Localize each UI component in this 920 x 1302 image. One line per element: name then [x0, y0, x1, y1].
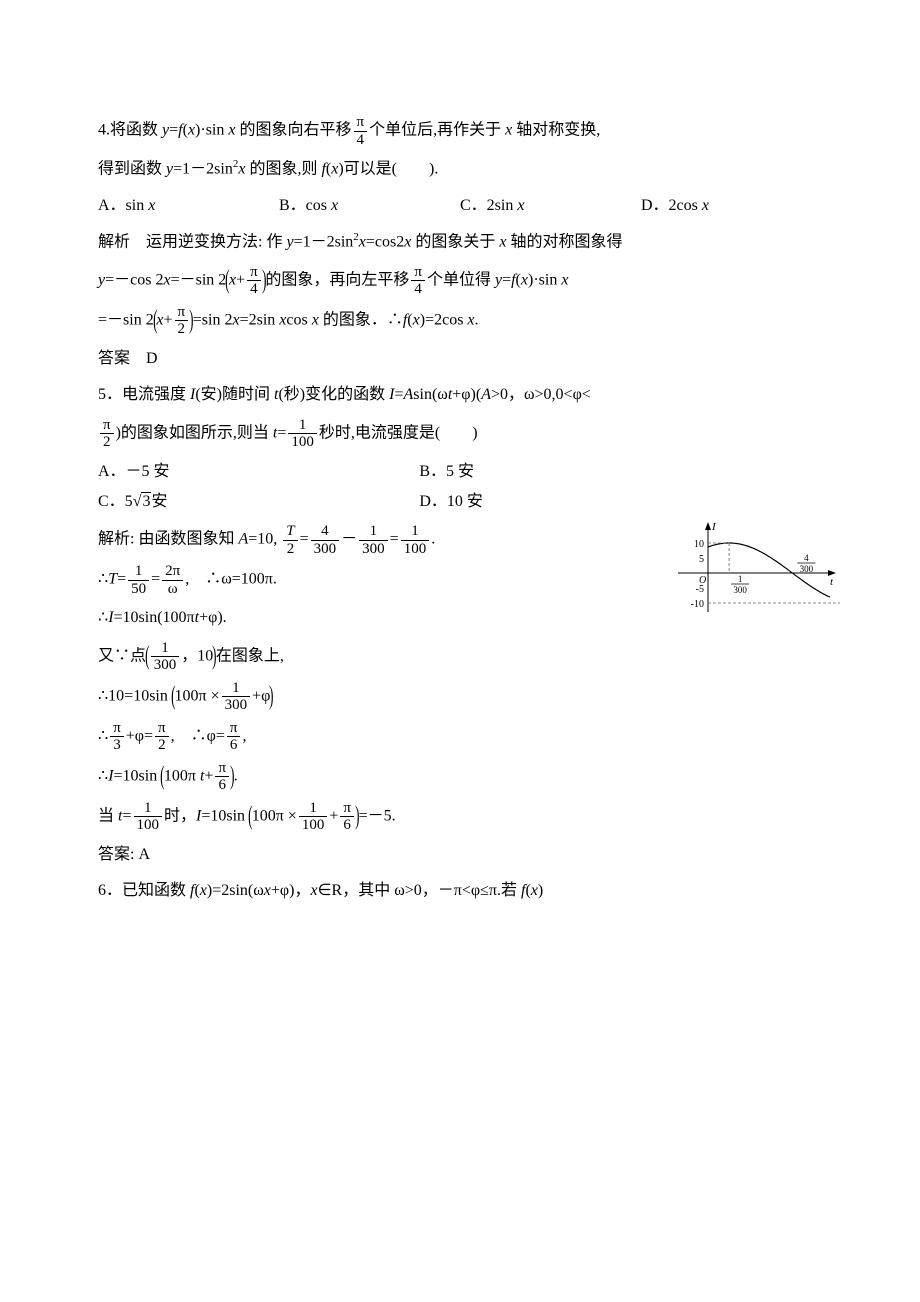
- svg-text:300: 300: [733, 585, 747, 595]
- q5-sol-line5: ∴10=10sin (100π ×1300+φ): [98, 680, 822, 714]
- q4-stem-line2: 得到函数 y=1－2sin2x 的图象,则 f(x)可以是( ).: [98, 154, 822, 185]
- q5-options-row1: A．－5 安 B．5 安: [98, 457, 822, 487]
- q5-sol-line6: ∴π3+φ=π2, ∴φ=π6,: [98, 720, 822, 754]
- q4-option-b: B．cos x: [279, 191, 460, 221]
- q4-option-c: C．2sin x: [460, 191, 641, 221]
- q4-stem-line1: 4.将函数 y=f(x)·sin x 的图象向右平移π4个单位后,再作关于 x …: [98, 114, 822, 148]
- svg-text:t: t: [830, 576, 834, 588]
- q4-answer: 答案 D: [98, 344, 822, 374]
- q4-sol-line1: 解析 运用逆变换方法: 作 y=1－2sin2x=cos2x 的图象关于 x 轴…: [98, 227, 822, 258]
- q5-stem-line1: 5．电流强度 I(安)随时间 t(秒)变化的函数 I=Asin(ωt+φ)(A>…: [98, 380, 822, 410]
- svg-text:-5: -5: [696, 584, 704, 595]
- svg-text:5: 5: [699, 554, 704, 565]
- q5-figure: ItO105-5-1013004300: [670, 518, 840, 618]
- svg-text:300: 300: [800, 564, 814, 574]
- q4-sol-line2: y=－cos 2x=－sin 2(x+π4)的图象，再向左平移π4个单位得 y=…: [98, 264, 822, 298]
- q4-sol-line3: =－sin 2(x+π2)=sin 2x=2sin xcos x 的图象．∴f(…: [98, 304, 822, 338]
- q5-option-a: A．－5 安: [98, 457, 419, 487]
- q5-stem-line2: π2)的图象如图所示,则当 t=1100秒时,电流强度是( ): [98, 417, 822, 451]
- q4-option-d: D．2cos x: [641, 191, 822, 221]
- q4-options: A．sin x B．cos x C．2sin x D．2cos x: [98, 191, 822, 221]
- svg-text:1: 1: [738, 574, 743, 584]
- q5-sol-line4: 又∵点(1300，10)在图象上,: [98, 640, 822, 674]
- page-content: 4.将函数 y=f(x)·sin x 的图象向右平移π4个单位后,再作关于 x …: [98, 114, 822, 907]
- q5-options-row2: C．53安 D．10 安: [98, 487, 822, 517]
- q5-option-c: C．53安: [98, 487, 419, 517]
- svg-text:4: 4: [804, 553, 809, 563]
- svg-text:I: I: [711, 521, 717, 533]
- svg-text:-10: -10: [691, 599, 704, 610]
- sine-graph-svg: ItO105-5-1013004300: [670, 518, 840, 618]
- q5-option-d: D．10 安: [419, 487, 652, 517]
- q5-option-b: B．5 安: [419, 457, 652, 487]
- svg-text:10: 10: [694, 539, 704, 550]
- q6-stem-line1: 6．已知函数 f(x)=2sin(ωx+φ)，x∈R，其中 ω>0，－π<φ≤π…: [98, 876, 822, 906]
- q5-sol-line7: ∴I=10sin (100π t+π6).: [98, 760, 822, 794]
- q5-answer: 答案: A: [98, 840, 822, 870]
- q5-sol-line8: 当 t=1100时，I=10sin (100π ×1100+π6)=－5.: [98, 800, 822, 834]
- q4-option-a: A．sin x: [98, 191, 279, 221]
